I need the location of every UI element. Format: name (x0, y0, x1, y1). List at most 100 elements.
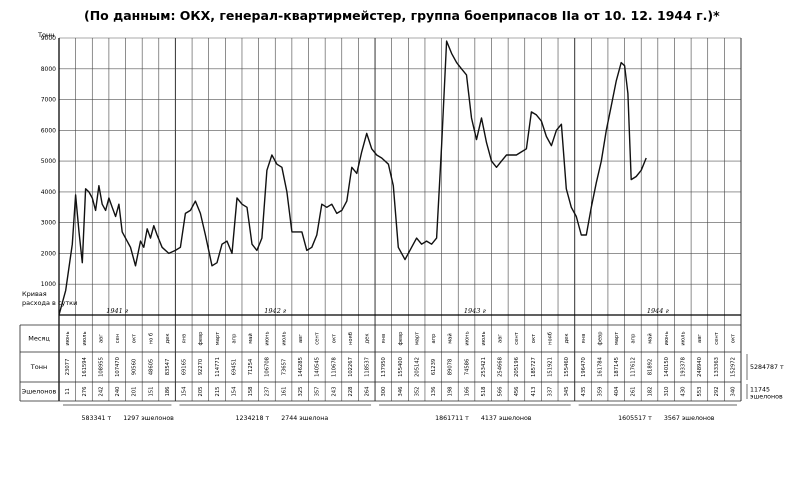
trains-value: 261 (631, 387, 637, 397)
month-label: янв (182, 334, 188, 344)
trains-value: 456 (514, 387, 520, 397)
tons-value: 90560 (132, 359, 138, 376)
trains-value: 413 (531, 387, 537, 397)
month-label: нояб (548, 332, 554, 345)
tons-value: 83547 (165, 359, 171, 376)
month-label: апр (631, 333, 637, 344)
month-label: авг (298, 334, 304, 343)
trains-value: 154 (182, 386, 188, 397)
grand-total-tons: 5284787 т (750, 364, 784, 371)
y-tick-label: 7000 (41, 97, 56, 104)
trains-value: 345 (564, 387, 570, 397)
tons-value: 107470 (115, 357, 121, 377)
group-total-tons: 1234218 т (236, 415, 270, 422)
month-label: июнь (265, 331, 271, 345)
tons-value: 196470 (581, 357, 587, 377)
tons-value: 133363 (714, 357, 720, 377)
group-total-tons: 1861711 т (435, 415, 469, 422)
trains-value: 243 (331, 387, 337, 397)
month-label: янв (581, 334, 587, 344)
tons-value: 69165 (182, 359, 188, 376)
trains-value: 359 (597, 387, 603, 397)
tons-value: 193378 (681, 357, 687, 377)
tons-value: 110678 (331, 357, 337, 377)
grand-total-trains: 11745 (750, 387, 770, 394)
group-total-trains: 2744 эшелона (281, 415, 328, 422)
y-tick-label: 9000 (41, 35, 56, 42)
month-label: июль (681, 331, 687, 345)
trains-value: 346 (398, 387, 404, 397)
trains-value: 276 (82, 387, 88, 397)
month-label: апр (232, 333, 238, 344)
trains-value: 264 (365, 386, 371, 397)
trains-value: 240 (115, 387, 121, 397)
y-tick-label: 5000 (41, 158, 56, 165)
month-label: февр (597, 331, 603, 346)
row-label: Эшелонов (22, 388, 57, 396)
month-label: авг (98, 334, 104, 343)
trains-value: 166 (464, 387, 470, 397)
tons-value: 155460 (564, 357, 570, 377)
series-line (58, 40, 647, 316)
month-label: март (614, 332, 620, 345)
tons-value: 205142 (414, 357, 420, 377)
year-label: 1944 г (647, 307, 670, 315)
month-label: дек (165, 334, 171, 344)
trains-value: 11 (65, 388, 71, 395)
grid (58, 37, 742, 401)
month-label: март (414, 332, 420, 345)
consumption-curve (58, 40, 647, 316)
tons-value: 152972 (731, 357, 737, 377)
tons-value: 61239 (431, 359, 437, 376)
row-label: Тонн (30, 363, 47, 371)
y-tick-label: 8000 (41, 66, 56, 73)
month-label: май (447, 333, 454, 343)
month-label: февр (198, 331, 204, 346)
y-axis: 1000 2000 3000 4000 5000 6000 7000 8000 9000 Крив… (22, 35, 741, 401)
tons-value: 69451 (232, 359, 238, 376)
y-tick-label: 3000 (41, 220, 56, 227)
trains-value: 242 (98, 387, 104, 397)
tons-value: 48605 (148, 359, 154, 376)
trains-value: 300 (381, 387, 387, 397)
tons-value: 23077 (65, 359, 71, 376)
month-label: дек (365, 334, 371, 344)
month-label: май (247, 333, 254, 343)
month-label: сент (514, 332, 520, 344)
y-tick-label: 1000 (41, 281, 56, 288)
trains-value: 357 (315, 387, 321, 397)
month-label: окт (331, 334, 337, 343)
y-axis-label-2b: расхода в сутки (22, 299, 77, 307)
tons-value: 205196 (514, 357, 520, 377)
month-label: июль (82, 331, 88, 345)
tons-value: 161784 (597, 356, 603, 377)
tons-value: 108955 (98, 357, 104, 377)
trains-value: 310 (664, 387, 670, 397)
y-tick-label: 2000 (41, 250, 56, 257)
data-table: Месяц Тонн Эшелонов июнь июль авг сен окт но б де… (19, 324, 741, 402)
tons-value: 187145 (614, 357, 620, 377)
group-total-tons: 1605517 т (618, 415, 652, 422)
tons-value: 89078 (448, 359, 454, 376)
tons-value: 117612 (631, 357, 637, 377)
year-label: 1942 г (264, 307, 287, 315)
tons-value: 114771 (215, 357, 221, 377)
month-label: апр (431, 333, 437, 344)
month-label: авг (498, 334, 504, 343)
y-tick-label: 6000 (41, 127, 56, 134)
trains-value: 435 (581, 387, 587, 397)
group-total-trains: 1297 эшелонов (123, 415, 174, 422)
trains-value: 340 (731, 387, 737, 397)
y-axis-label-2: Кривая (22, 290, 47, 298)
y-axis-label: Тонн (37, 31, 54, 39)
month-label: сен (115, 334, 121, 343)
chart-title: (По данным: ОКХ, генерал-квартирмейстер,… (84, 8, 720, 23)
trains-value: 151 (148, 387, 154, 397)
tons-value: 151921 (548, 357, 554, 377)
tons-value: 74586 (464, 359, 470, 376)
trains-value: 404 (614, 386, 620, 397)
month-label: май (646, 333, 653, 343)
tons-value: 106708 (265, 357, 271, 377)
month-label: сент (714, 332, 720, 344)
